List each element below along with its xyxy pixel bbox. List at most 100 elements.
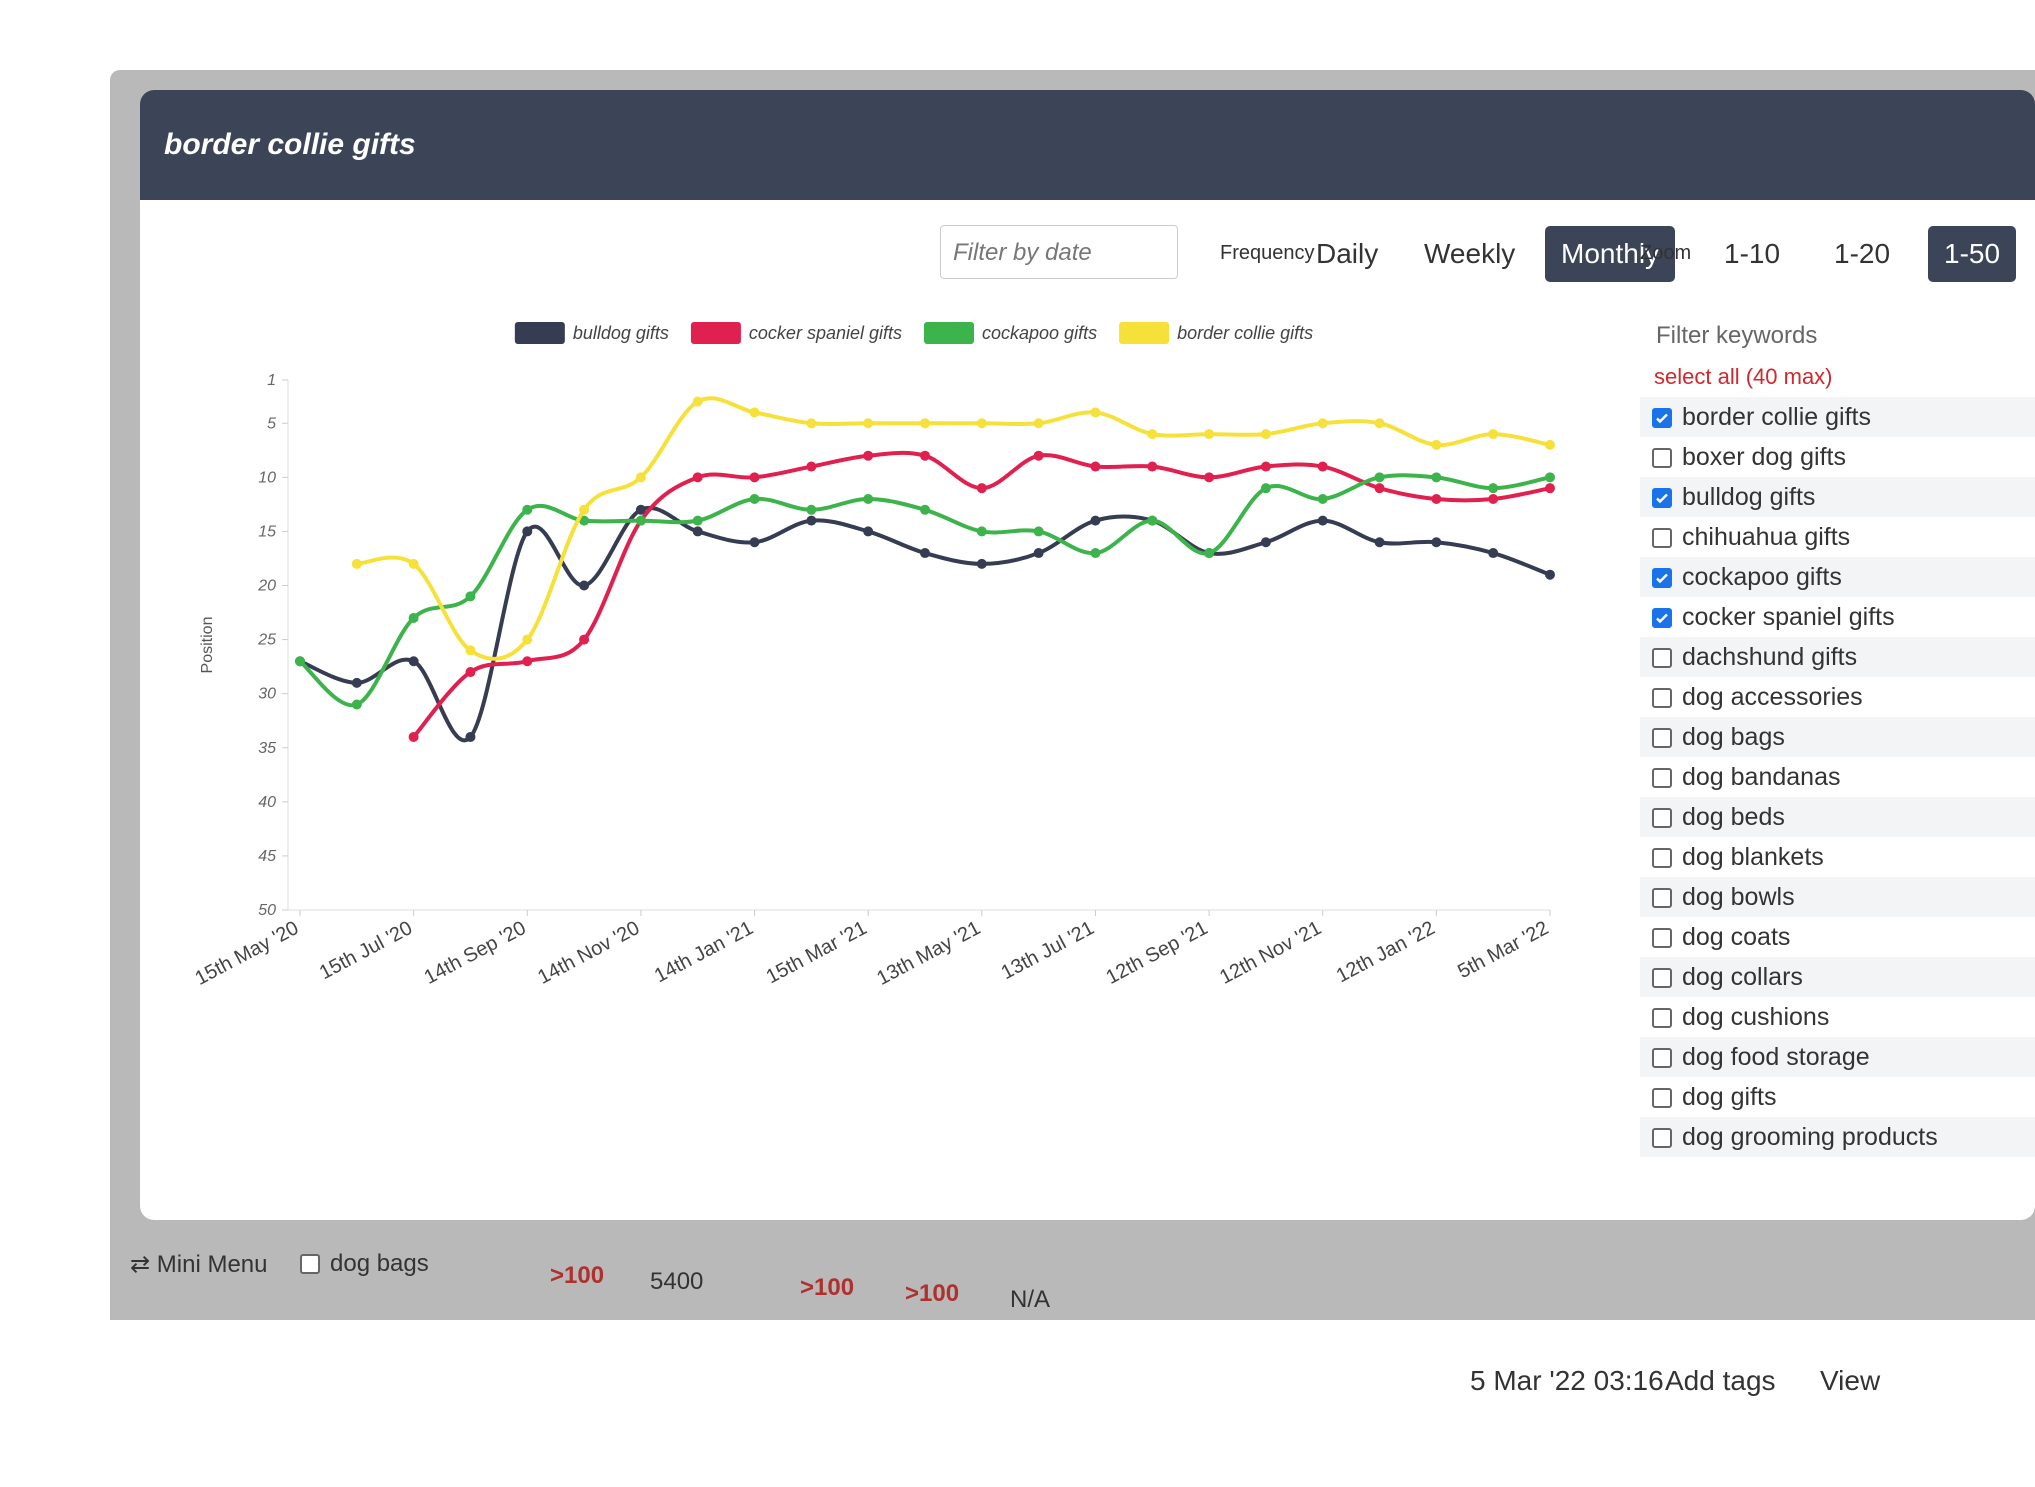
keyword-item: chihuahua gifts (1640, 517, 2035, 557)
row-checkbox[interactable] (300, 1254, 320, 1274)
keyword-checkbox[interactable] (1652, 528, 1672, 548)
keyword-checkbox[interactable] (1652, 888, 1672, 908)
action-link[interactable]: Add tags (1665, 1365, 1776, 1396)
keyword-checkbox[interactable] (1652, 728, 1672, 748)
data-point (408, 612, 419, 623)
data-point (1431, 537, 1442, 548)
action-link[interactable]: View (1820, 1365, 1881, 1396)
data-point (579, 634, 590, 645)
data-point (465, 667, 476, 678)
keyword-item: dog collars (1640, 957, 2035, 997)
keyword-checkbox[interactable] (1652, 688, 1672, 708)
legend-swatch (514, 322, 565, 344)
data-point (465, 591, 476, 602)
row-cell: >100 (905, 1280, 960, 1307)
y-tick-label: 45 (258, 848, 276, 865)
option-button[interactable]: Daily (1316, 238, 1379, 269)
keyword-checkbox[interactable] (1652, 608, 1672, 628)
zoom-label: Zoom (1640, 242, 1692, 264)
option-button[interactable]: Monthly (1545, 226, 1676, 282)
data-point (579, 515, 590, 526)
keyword-checkbox[interactable] (1652, 488, 1672, 508)
mini-menu[interactable]: ⇄ Mini Menu (130, 1251, 268, 1278)
keyword-label: dog grooming products (1682, 1123, 1938, 1151)
keyword-filter-title: Filter keywords (1656, 322, 1818, 349)
data-point (1545, 472, 1555, 483)
keyword-checkbox[interactable] (1652, 768, 1672, 788)
keyword-label: chihuahua gifts (1682, 523, 1851, 551)
keyword-checkbox[interactable] (1652, 1048, 1672, 1068)
keyword-item: dog blankets (1640, 837, 2035, 877)
data-point (1431, 493, 1442, 504)
keyword-label: dog accessories (1682, 683, 1863, 711)
data-point (920, 548, 930, 559)
data-point (1260, 537, 1271, 548)
keyword-item: dog accessories (1640, 677, 2035, 717)
data-point (522, 634, 533, 645)
data-point (1260, 483, 1271, 494)
data-point (465, 645, 476, 656)
data-point (1033, 526, 1044, 537)
data-point (1317, 461, 1328, 472)
keyword-checkbox[interactable] (1652, 1128, 1672, 1148)
row-cell: 5400 (650, 1268, 704, 1295)
data-point (692, 396, 703, 407)
check-mark (1656, 493, 1668, 504)
option-button[interactable]: Weekly (1424, 238, 1516, 269)
data-point (806, 515, 817, 526)
keyword-label: dog food storage (1682, 1043, 1870, 1071)
series-line (356, 396, 1551, 661)
keyword-label: dog blankets (1682, 843, 1824, 871)
data-point (1260, 429, 1271, 440)
date-filter[interactable]: Filter by date (940, 225, 1178, 279)
data-point (1431, 439, 1442, 450)
data-point (1090, 515, 1101, 526)
data-point (1090, 548, 1101, 559)
check-mark (1656, 413, 1668, 424)
data-point (1033, 548, 1044, 559)
select-all[interactable]: select all (40 max) (1654, 364, 1833, 389)
keyword-checkbox[interactable] (1652, 848, 1672, 868)
x-tick-label: 14th Jan '21 (651, 917, 757, 987)
keyword-label: border collie gifts (1682, 403, 1871, 431)
data-point (579, 580, 590, 591)
data-point (749, 472, 760, 483)
keyword-checkbox[interactable] (1652, 1008, 1672, 1028)
keyword-checkbox[interactable] (1652, 928, 1672, 948)
data-point (1488, 548, 1499, 559)
card-header: border collie gifts (140, 90, 2035, 200)
option-button[interactable]: 1-20 (1834, 238, 1891, 269)
data-point (1317, 418, 1328, 429)
option-button[interactable]: 1-50 (1928, 226, 2017, 282)
x-tick-label: 12th Sep '21 (1102, 917, 1211, 989)
keyword-list: border collie gifts boxer dog gifts bulldo… (1640, 397, 2035, 1157)
legend-swatch (690, 322, 741, 344)
y-tick-label: 20 (257, 578, 276, 595)
keyword-checkbox[interactable] (1652, 808, 1672, 828)
data-point (749, 407, 760, 418)
data-point (1488, 493, 1499, 504)
date-stamp: 5 Mar '22 03:16 (1470, 1365, 1664, 1396)
keyword-checkbox[interactable] (1652, 408, 1672, 428)
data-point (635, 515, 646, 526)
keyword-checkbox[interactable] (1652, 568, 1672, 588)
data-point (1147, 461, 1158, 472)
keyword-checkbox[interactable] (1652, 648, 1672, 668)
data-point (1147, 429, 1158, 440)
data-point (1204, 472, 1215, 483)
data-point (920, 504, 930, 515)
legend-swatch (1119, 322, 1170, 344)
keyword-checkbox[interactable] (1652, 1088, 1672, 1108)
data-point (692, 526, 703, 537)
x-tick-label: 5th Mar '22 (1454, 917, 1552, 983)
keyword-checkbox[interactable] (1652, 968, 1672, 988)
option-button[interactable]: 1-10 (1724, 238, 1781, 269)
keyword-label: dog bags (1682, 723, 1785, 751)
data-point (806, 418, 817, 429)
keyword-item: dog beds (1640, 797, 2035, 837)
keyword-item: dog gifts (1640, 1077, 2035, 1117)
data-point (1545, 569, 1555, 580)
legend-label: cocker spaniel gifts (749, 323, 902, 343)
keyword-checkbox[interactable] (1652, 448, 1672, 468)
